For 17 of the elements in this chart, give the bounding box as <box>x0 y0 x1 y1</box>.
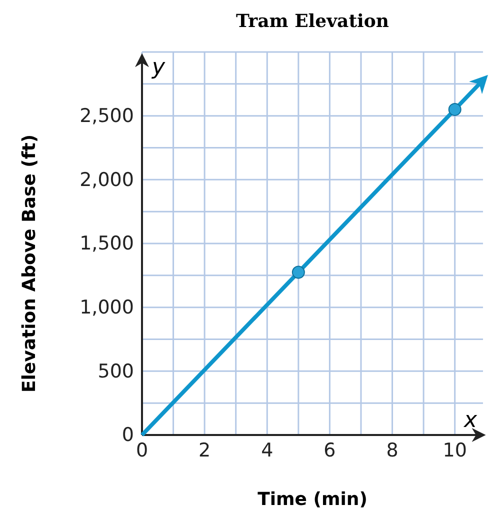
y-tick-label: 0 <box>122 424 134 446</box>
annotation: y <box>151 55 166 80</box>
y-tick-label: 2,000 <box>80 168 134 191</box>
x-tick-label: 10 <box>442 439 467 462</box>
y-tick-label: 1,000 <box>80 296 134 318</box>
y-tick-label: 500 <box>98 360 134 382</box>
x-tick-label: 0 <box>136 439 148 462</box>
chart-title: Tram Elevation <box>236 11 389 32</box>
annotation: x <box>462 408 478 433</box>
y-tick-label: 1,500 <box>80 232 134 255</box>
y-axis-title: Elevation Above Base (ft) <box>19 134 40 393</box>
x-tick-label: 2 <box>198 439 211 462</box>
x-tick-label: 4 <box>261 439 274 462</box>
x-axis-title: Time (min) <box>258 489 368 510</box>
y-tick-label: 2,500 <box>80 104 134 127</box>
x-tick-label: 6 <box>324 439 336 462</box>
x-tick-label: 8 <box>386 439 398 462</box>
